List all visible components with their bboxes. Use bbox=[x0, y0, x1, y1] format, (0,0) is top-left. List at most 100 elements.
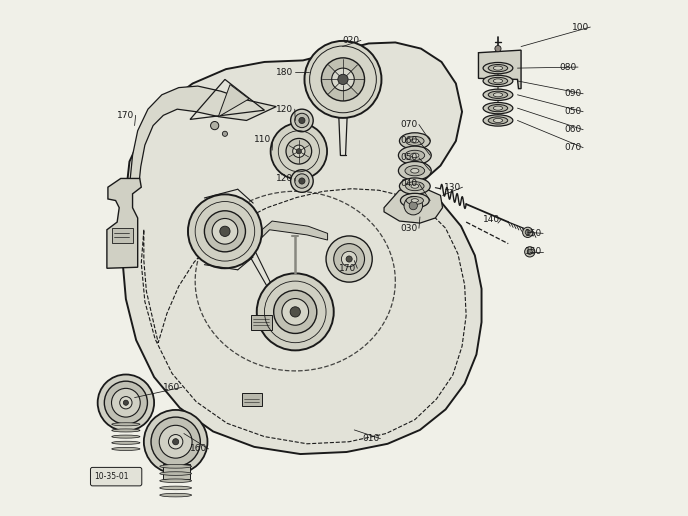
Text: 140: 140 bbox=[482, 215, 499, 224]
Text: 160: 160 bbox=[163, 383, 180, 392]
Circle shape bbox=[294, 174, 309, 188]
Circle shape bbox=[286, 138, 312, 164]
Circle shape bbox=[151, 417, 200, 466]
Ellipse shape bbox=[160, 479, 191, 482]
Bar bbox=[163, 464, 190, 479]
Circle shape bbox=[297, 149, 301, 154]
Circle shape bbox=[525, 230, 530, 235]
Circle shape bbox=[204, 211, 246, 252]
Ellipse shape bbox=[160, 493, 191, 497]
Circle shape bbox=[290, 170, 313, 192]
Circle shape bbox=[169, 434, 183, 449]
Circle shape bbox=[299, 117, 305, 123]
Polygon shape bbox=[478, 50, 521, 89]
Text: 050: 050 bbox=[565, 107, 582, 116]
Polygon shape bbox=[384, 187, 442, 223]
Circle shape bbox=[409, 202, 418, 210]
Polygon shape bbox=[107, 179, 141, 268]
Circle shape bbox=[338, 74, 348, 85]
Text: 170: 170 bbox=[117, 111, 134, 120]
Circle shape bbox=[294, 114, 309, 127]
Ellipse shape bbox=[483, 115, 513, 126]
Text: 070: 070 bbox=[400, 120, 418, 129]
Ellipse shape bbox=[406, 197, 423, 204]
Circle shape bbox=[341, 251, 357, 267]
Ellipse shape bbox=[406, 182, 424, 191]
Ellipse shape bbox=[483, 89, 513, 101]
Ellipse shape bbox=[488, 91, 508, 99]
Polygon shape bbox=[218, 85, 249, 117]
Polygon shape bbox=[129, 86, 277, 186]
Circle shape bbox=[346, 256, 352, 262]
Circle shape bbox=[173, 439, 179, 445]
Ellipse shape bbox=[111, 435, 140, 438]
Circle shape bbox=[98, 375, 154, 431]
Ellipse shape bbox=[406, 136, 424, 146]
Circle shape bbox=[299, 178, 305, 184]
Text: 010: 010 bbox=[362, 434, 379, 443]
Circle shape bbox=[105, 381, 147, 424]
Ellipse shape bbox=[411, 153, 419, 158]
Ellipse shape bbox=[111, 423, 140, 426]
Circle shape bbox=[188, 195, 262, 268]
Text: 120: 120 bbox=[277, 174, 293, 183]
Text: 170: 170 bbox=[339, 264, 356, 273]
Text: 150: 150 bbox=[525, 229, 542, 238]
Ellipse shape bbox=[493, 106, 503, 110]
Ellipse shape bbox=[160, 472, 191, 475]
Circle shape bbox=[292, 145, 305, 157]
Circle shape bbox=[290, 307, 301, 317]
Ellipse shape bbox=[493, 118, 503, 122]
Ellipse shape bbox=[111, 441, 140, 444]
Circle shape bbox=[274, 291, 316, 333]
Ellipse shape bbox=[483, 62, 513, 74]
Ellipse shape bbox=[405, 166, 424, 176]
Circle shape bbox=[222, 131, 228, 136]
Circle shape bbox=[404, 197, 422, 215]
Text: 060: 060 bbox=[565, 125, 582, 134]
Circle shape bbox=[219, 226, 230, 236]
Bar bbox=[242, 393, 262, 406]
Circle shape bbox=[257, 273, 334, 350]
Ellipse shape bbox=[488, 105, 508, 112]
Text: 120: 120 bbox=[277, 105, 293, 114]
Ellipse shape bbox=[488, 77, 508, 85]
Circle shape bbox=[495, 45, 501, 52]
Text: 090: 090 bbox=[565, 89, 582, 98]
Ellipse shape bbox=[400, 178, 430, 195]
Ellipse shape bbox=[493, 79, 503, 83]
Circle shape bbox=[282, 299, 309, 325]
Polygon shape bbox=[122, 42, 482, 454]
Text: 160: 160 bbox=[190, 444, 207, 454]
Text: 020: 020 bbox=[343, 36, 360, 45]
Ellipse shape bbox=[111, 447, 140, 450]
Ellipse shape bbox=[483, 103, 513, 114]
Circle shape bbox=[525, 247, 535, 257]
Circle shape bbox=[270, 123, 327, 180]
Circle shape bbox=[159, 425, 192, 458]
Ellipse shape bbox=[400, 133, 430, 149]
Ellipse shape bbox=[405, 150, 424, 160]
Ellipse shape bbox=[493, 93, 503, 97]
Circle shape bbox=[211, 121, 219, 130]
Circle shape bbox=[332, 68, 354, 91]
Circle shape bbox=[290, 109, 313, 132]
Ellipse shape bbox=[488, 64, 508, 72]
Ellipse shape bbox=[488, 117, 508, 124]
Text: 110: 110 bbox=[254, 136, 272, 144]
Circle shape bbox=[523, 227, 533, 237]
Ellipse shape bbox=[411, 139, 419, 143]
Ellipse shape bbox=[400, 194, 429, 208]
FancyBboxPatch shape bbox=[90, 467, 142, 486]
Ellipse shape bbox=[398, 162, 431, 180]
Text: 130: 130 bbox=[444, 183, 462, 191]
Circle shape bbox=[527, 249, 533, 254]
Circle shape bbox=[212, 218, 238, 244]
Text: 180: 180 bbox=[277, 68, 294, 77]
Text: 030: 030 bbox=[400, 224, 418, 233]
Ellipse shape bbox=[398, 146, 431, 165]
Ellipse shape bbox=[111, 429, 140, 432]
Text: 060: 060 bbox=[400, 137, 418, 146]
Ellipse shape bbox=[160, 464, 191, 468]
Circle shape bbox=[111, 389, 140, 417]
